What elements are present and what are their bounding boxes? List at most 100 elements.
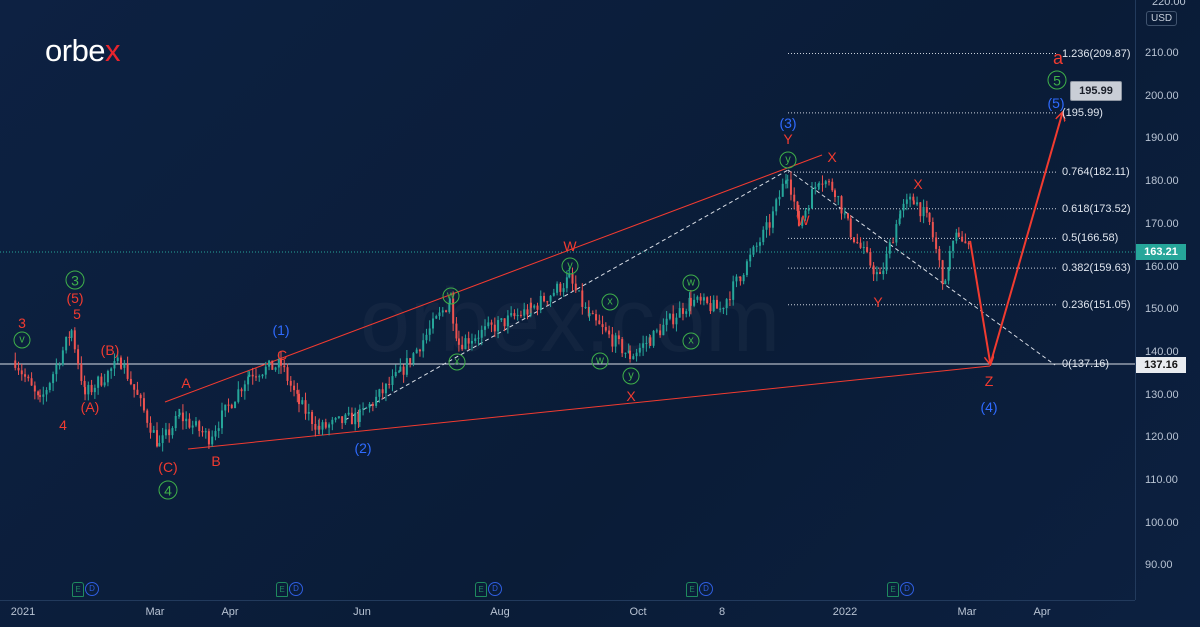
candle-body	[146, 410, 149, 423]
dividend-icon[interactable]: D	[289, 582, 303, 596]
earnings-icon[interactable]: E	[72, 582, 84, 597]
wave-label: (1)	[272, 322, 290, 338]
candle-body	[587, 306, 590, 316]
time-tick: Oct	[629, 606, 647, 618]
candle-body	[598, 320, 601, 325]
candle-body	[65, 336, 68, 351]
wave-label: x	[448, 353, 466, 371]
candle-body	[484, 326, 487, 330]
candle-body	[574, 283, 577, 291]
wave-label: Z	[984, 373, 994, 389]
wave-label: Y	[873, 294, 883, 310]
candle-body	[735, 276, 738, 282]
candle-body	[188, 418, 191, 428]
candle-body	[217, 428, 220, 431]
wave-label: (C)	[158, 459, 178, 475]
candle-body	[719, 308, 722, 310]
dividend-icon[interactable]: D	[85, 582, 99, 596]
time-tick: 2021	[10, 606, 36, 618]
candle-body	[337, 416, 340, 418]
candle-body	[853, 237, 856, 243]
candle-body	[925, 207, 928, 213]
candle-body	[948, 251, 951, 268]
earnings-icon[interactable]: E	[887, 582, 899, 597]
candle-body	[391, 376, 394, 385]
candle-body	[33, 385, 36, 392]
candle-body	[565, 277, 568, 289]
wave-label: 5	[1047, 70, 1067, 90]
candle-body	[368, 403, 371, 408]
price-tick: 170.00	[1145, 217, 1179, 230]
candle-body	[872, 265, 875, 275]
candle-body	[298, 393, 301, 405]
candle-body	[431, 318, 434, 329]
candle-body	[624, 352, 627, 354]
price-tick: 90.00	[1145, 559, 1173, 572]
candle-body	[14, 360, 17, 368]
currency-label[interactable]: USD	[1146, 11, 1178, 26]
candle-body	[113, 360, 116, 369]
candle-body	[559, 283, 562, 292]
candle-body	[268, 360, 271, 367]
candle-body	[638, 347, 641, 353]
candle-body	[824, 181, 827, 185]
candle-body	[905, 199, 908, 204]
candle-body	[55, 364, 58, 375]
candle-body	[324, 422, 327, 428]
candle-body	[856, 242, 859, 244]
wave-label: a	[1052, 48, 1064, 68]
dividend-icon[interactable]: D	[900, 582, 914, 596]
candle-body	[181, 412, 184, 422]
candle-body	[604, 327, 607, 331]
candle-body	[388, 383, 391, 385]
candle-body	[902, 203, 905, 211]
candle-body	[177, 415, 180, 417]
candle-body	[678, 308, 681, 318]
candle-body	[283, 365, 286, 368]
candle-body	[341, 416, 344, 424]
candle-body	[37, 391, 40, 396]
candle-body	[655, 330, 658, 332]
candle-body	[645, 342, 648, 344]
candle-body	[350, 412, 353, 425]
candle-body	[110, 368, 113, 371]
candle-body	[591, 313, 594, 315]
dividend-icon[interactable]: D	[699, 582, 713, 596]
wave-label: w	[442, 287, 460, 305]
candle-body	[912, 200, 915, 205]
earnings-icon[interactable]: E	[686, 582, 698, 597]
candle-body	[837, 196, 840, 198]
candle-body	[394, 372, 397, 377]
earnings-icon[interactable]: E	[276, 582, 288, 597]
candle-body	[136, 389, 139, 395]
earnings-icon[interactable]: E	[475, 582, 487, 597]
candle-body	[739, 276, 742, 282]
candle-body	[755, 245, 758, 247]
candle-body	[120, 367, 123, 369]
fib-lines	[788, 53, 1058, 306]
candle-body	[843, 213, 846, 215]
candle-body	[42, 394, 45, 397]
candle-body	[875, 272, 878, 275]
dashed-trendline-down	[787, 169, 1056, 366]
candle-body	[39, 395, 42, 397]
candle-body	[533, 305, 536, 308]
candle-body	[699, 296, 702, 301]
candle-body	[185, 418, 188, 422]
candle-body	[804, 210, 807, 218]
candle-body	[347, 412, 350, 415]
candle-body	[526, 309, 529, 315]
dividend-icon[interactable]: D	[488, 582, 502, 596]
candle-body	[693, 299, 696, 306]
candle-body	[659, 330, 662, 336]
candle-body	[279, 358, 282, 366]
candle-body	[405, 358, 408, 375]
target-price-callout: 195.99	[1070, 81, 1122, 101]
candle-body	[428, 328, 431, 335]
